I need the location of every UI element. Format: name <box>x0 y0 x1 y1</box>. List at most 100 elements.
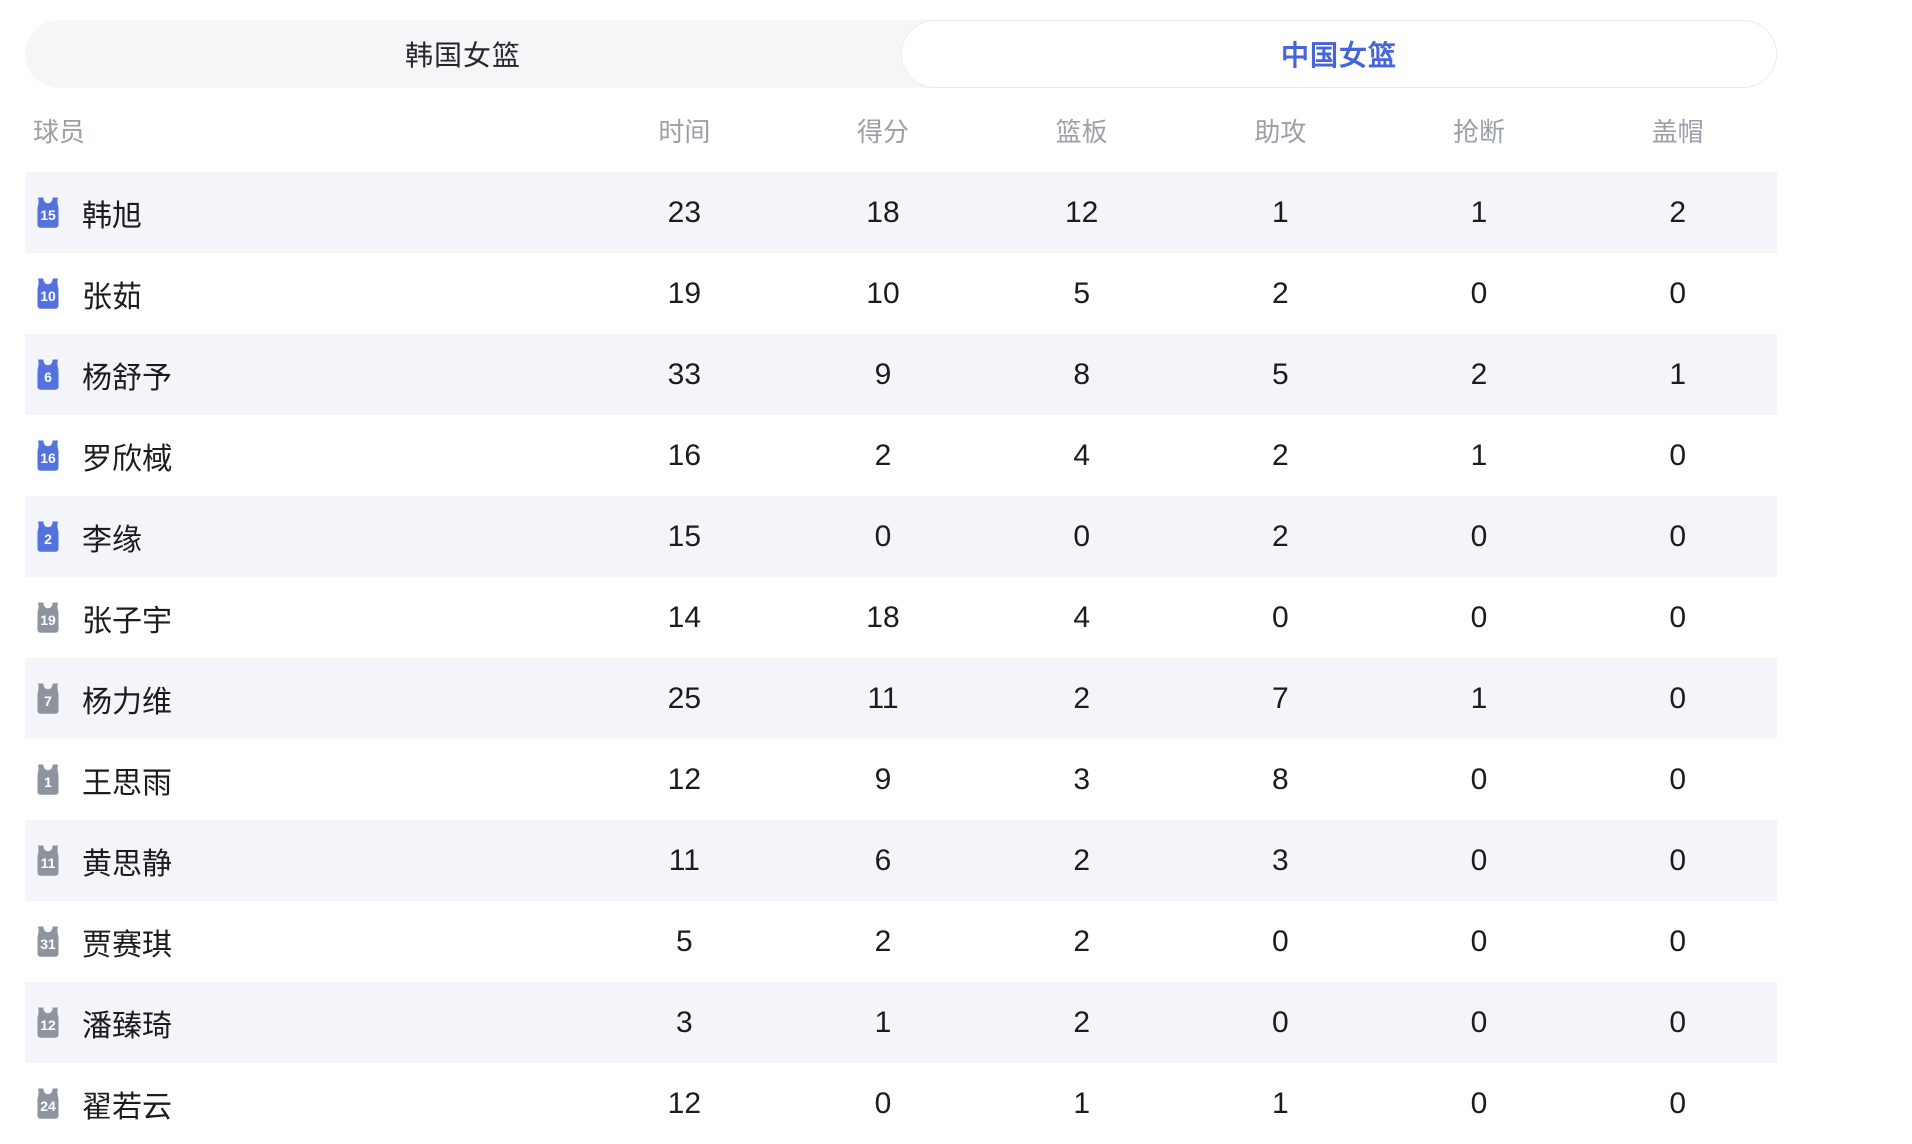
jersey-icon: 24 <box>30 1086 66 1122</box>
table-row[interactable]: 31 贾赛琪 5 2 2 0 0 0 <box>25 901 1777 982</box>
stat-steals: 2 <box>1470 357 1488 391</box>
player-cell: 7 杨力维 <box>25 677 585 721</box>
jersey-number: 1 <box>44 774 52 791</box>
stat-rebounds: 4 <box>1073 600 1090 634</box>
stat-assists: 5 <box>1271 357 1289 391</box>
stat-steals: 0 <box>1470 600 1488 634</box>
jersey-icon: 12 <box>30 1005 66 1041</box>
table-row[interactable]: 15 韩旭 23 18 12 1 1 2 <box>25 172 1777 253</box>
players-table-body: 15 韩旭 23 18 12 1 1 2 10 张茹 19 10 5 2 0 0 <box>25 172 1777 1144</box>
stat-blocks: 0 <box>1669 1005 1686 1039</box>
stat-blocks: 0 <box>1669 681 1686 715</box>
stat-rebounds: 2 <box>1073 924 1090 958</box>
stat-blocks: 0 <box>1669 843 1686 877</box>
stat-assists: 1 <box>1271 1086 1289 1120</box>
table-row[interactable]: 6 杨舒予 33 9 8 5 2 1 <box>25 334 1777 415</box>
jersey-icon: 10 <box>30 276 66 312</box>
column-header-steals: 抢断 <box>1452 116 1505 147</box>
jersey-number: 16 <box>40 450 56 467</box>
jersey-icon: 1 <box>30 762 66 798</box>
column-header-rebounds: 篮板 <box>1055 116 1108 147</box>
player-cell: 24 翟若云 <box>25 1082 585 1126</box>
stat-steals: 0 <box>1470 1086 1488 1120</box>
stat-minutes: 12 <box>667 762 702 796</box>
jersey-number: 2 <box>44 531 52 548</box>
stat-blocks: 0 <box>1669 924 1686 958</box>
stat-rebounds: 8 <box>1073 357 1090 391</box>
team-tabs: 韩国女篮 中国女篮 <box>25 20 1777 88</box>
column-header-minutes: 时间 <box>658 116 711 147</box>
stat-points: 2 <box>874 438 892 472</box>
table-row[interactable]: 16 罗欣棫 16 2 4 2 1 0 <box>25 415 1777 496</box>
jersey-icon: 11 <box>30 843 66 879</box>
stat-steals: 1 <box>1470 438 1488 472</box>
table-row[interactable]: 2 李缘 15 0 0 2 0 0 <box>25 496 1777 577</box>
stat-assists: 0 <box>1271 924 1289 958</box>
player-name: 杨力维 <box>82 685 172 719</box>
stat-points: 10 <box>866 276 900 310</box>
table-row[interactable]: 24 翟若云 12 0 1 1 0 0 <box>25 1063 1777 1144</box>
stat-assists: 2 <box>1271 276 1289 310</box>
jersey-number: 24 <box>40 1098 56 1115</box>
stat-assists: 2 <box>1271 519 1289 553</box>
player-cell: 11 黄思静 <box>25 839 585 883</box>
table-row[interactable]: 19 张子宇 14 18 4 0 0 0 <box>25 577 1777 658</box>
stat-rebounds: 0 <box>1073 519 1090 553</box>
stat-assists: 3 <box>1271 843 1289 877</box>
player-cell: 16 罗欣棫 <box>25 434 585 478</box>
stat-points: 9 <box>874 357 892 391</box>
table-row[interactable]: 7 杨力维 25 11 2 7 1 0 <box>25 658 1777 739</box>
jersey-icon: 2 <box>30 519 66 555</box>
stat-blocks: 0 <box>1669 762 1686 796</box>
jersey-icon: 19 <box>30 600 66 636</box>
player-name: 黄思静 <box>82 847 172 881</box>
tab-korea-women[interactable]: 韩国女篮 <box>404 40 521 71</box>
player-name: 韩旭 <box>82 199 142 233</box>
table-row[interactable]: 11 黄思静 11 6 2 3 0 0 <box>25 820 1777 901</box>
stat-points: 0 <box>874 519 892 553</box>
stat-rebounds: 1 <box>1073 1086 1090 1120</box>
stat-points: 0 <box>874 1086 892 1120</box>
table-row[interactable]: 1 王思雨 12 9 3 8 0 0 <box>25 739 1777 820</box>
player-cell: 12 潘臻琦 <box>25 1001 585 1045</box>
stat-minutes: 15 <box>667 519 702 553</box>
player-cell: 10 张茹 <box>25 272 585 316</box>
stat-rebounds: 4 <box>1073 438 1090 472</box>
stat-assists: 0 <box>1271 1005 1289 1039</box>
stat-blocks: 0 <box>1669 438 1686 472</box>
stat-minutes: 5 <box>675 924 693 958</box>
jersey-number: 12 <box>40 1017 56 1034</box>
stat-rebounds: 2 <box>1073 1005 1090 1039</box>
table-row[interactable]: 12 潘臻琦 3 1 2 0 0 0 <box>25 982 1777 1063</box>
stat-minutes: 12 <box>667 1086 702 1120</box>
player-name: 潘臻琦 <box>82 1009 172 1043</box>
jersey-icon: 16 <box>30 438 66 474</box>
stat-steals: 0 <box>1470 519 1488 553</box>
player-name: 贾赛琪 <box>82 928 172 962</box>
stat-points: 11 <box>867 681 899 715</box>
stat-points: 6 <box>874 843 892 877</box>
stat-rebounds: 12 <box>1064 195 1099 229</box>
player-cell: 15 韩旭 <box>25 191 585 235</box>
jersey-icon: 15 <box>30 195 66 231</box>
player-cell: 6 杨舒予 <box>25 353 585 397</box>
table-row[interactable]: 10 张茹 19 10 5 2 0 0 <box>25 253 1777 334</box>
stat-minutes: 14 <box>667 600 702 634</box>
stat-minutes: 16 <box>667 438 702 472</box>
player-name: 杨舒予 <box>82 361 172 395</box>
tab-china-women[interactable]: 中国女篮 <box>901 20 1777 88</box>
jersey-number: 7 <box>44 693 52 710</box>
stat-blocks: 0 <box>1669 1086 1686 1120</box>
player-name: 李缘 <box>82 523 142 557</box>
stat-minutes: 11 <box>668 843 700 877</box>
stat-points: 9 <box>874 762 892 796</box>
stat-points: 18 <box>866 195 900 229</box>
jersey-number: 11 <box>40 855 56 872</box>
stat-assists: 0 <box>1271 600 1289 634</box>
player-cell: 2 李缘 <box>25 515 585 559</box>
player-cell: 31 贾赛琪 <box>25 920 585 964</box>
stat-rebounds: 3 <box>1073 762 1090 796</box>
stat-minutes: 3 <box>675 1005 693 1039</box>
stat-blocks: 0 <box>1669 276 1686 310</box>
